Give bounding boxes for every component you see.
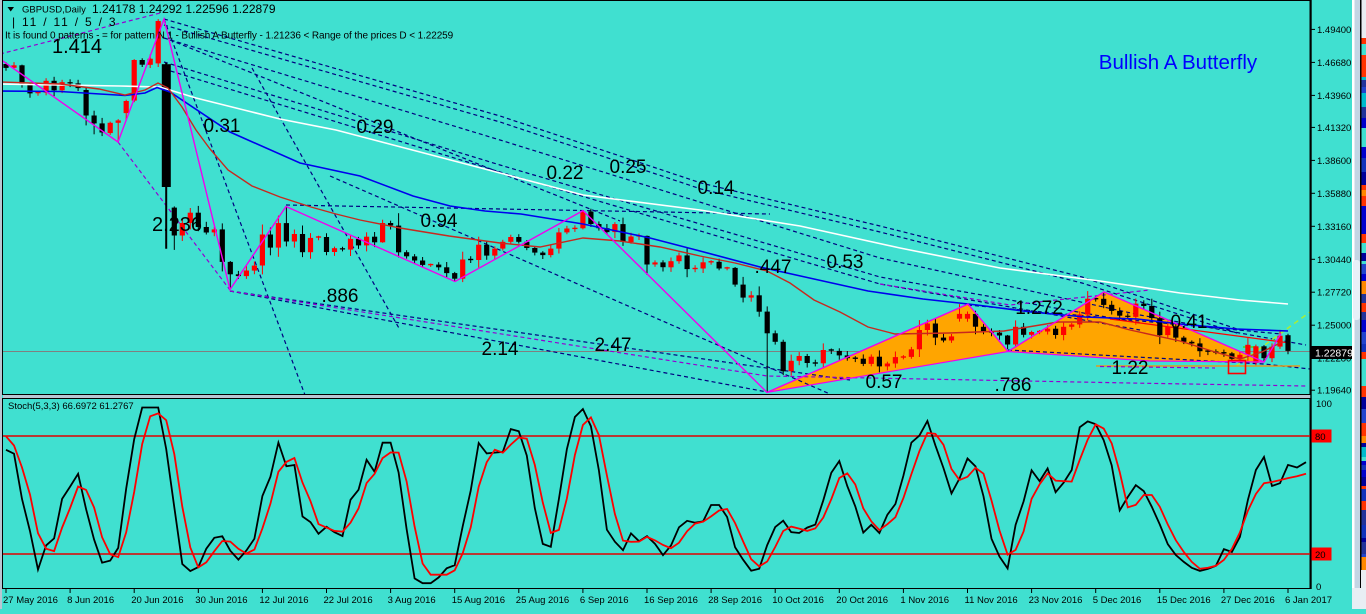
svg-text:1.27720: 1.27720	[1317, 288, 1351, 299]
svg-text:1.33160: 1.33160	[1317, 222, 1351, 233]
svg-text:15 Dec 2016: 15 Dec 2016	[1157, 595, 1211, 606]
svg-text:.447: .447	[755, 257, 792, 278]
svg-text:0.31: 0.31	[204, 116, 241, 137]
svg-text:0.41: 0.41	[1171, 312, 1208, 333]
svg-text:1.46680: 1.46680	[1317, 58, 1351, 69]
svg-text:0.94: 0.94	[421, 211, 458, 232]
svg-text:2.236: 2.236	[152, 214, 202, 236]
svg-text:6 Sep 2016: 6 Sep 2016	[580, 595, 629, 606]
svg-text:1.38600: 1.38600	[1317, 156, 1351, 167]
svg-text:0.14: 0.14	[698, 178, 735, 199]
svg-text:1.49400: 1.49400	[1317, 25, 1351, 36]
svg-text:22 Jul 2016: 22 Jul 2016	[324, 595, 373, 606]
svg-text:1.35880: 1.35880	[1317, 189, 1351, 200]
svg-text:20 Jun 2016: 20 Jun 2016	[131, 595, 183, 606]
svg-text:11 Nov 2016: 11 Nov 2016	[965, 595, 1018, 606]
svg-text:1.22: 1.22	[1112, 358, 1149, 379]
svg-text:27 Dec 2016: 27 Dec 2016	[1221, 595, 1275, 606]
svg-text:1.30440: 1.30440	[1317, 255, 1351, 266]
svg-text:80: 80	[1315, 432, 1326, 443]
svg-text:15 Aug 2016: 15 Aug 2016	[452, 595, 505, 606]
svg-text:0.25: 0.25	[610, 157, 647, 178]
svg-text:GBPUSD,Daily: GBPUSD,Daily	[22, 5, 86, 16]
svg-text:6 Jan 2017: 6 Jan 2017	[1285, 595, 1332, 606]
svg-text:1 Nov 2016: 1 Nov 2016	[900, 595, 949, 606]
svg-text:It is found 0 patterns - = for: It is found 0 patterns - = for pattern N…	[5, 31, 454, 42]
svg-text:0: 0	[1316, 582, 1321, 593]
svg-text:16 Sep 2016: 16 Sep 2016	[644, 595, 698, 606]
svg-text:1.25000: 1.25000	[1317, 321, 1351, 332]
svg-text:28 Sep 2016: 28 Sep 2016	[708, 595, 762, 606]
svg-text:Bullish A Butterfly: Bullish A Butterfly	[1099, 51, 1258, 74]
svg-text:| 11 / 11 / 5 / 3: | 11 / 11 / 5 / 3	[12, 15, 117, 29]
svg-text:0.22: 0.22	[547, 163, 584, 184]
svg-text:2.14: 2.14	[482, 339, 519, 360]
svg-text:3 Aug 2016: 3 Aug 2016	[388, 595, 436, 606]
svg-text:12 Jul 2016: 12 Jul 2016	[259, 595, 308, 606]
svg-text:1.272: 1.272	[1015, 298, 1063, 319]
svg-text:30 Jun 2016: 30 Jun 2016	[195, 595, 247, 606]
svg-text:27 May 2016: 27 May 2016	[3, 595, 58, 606]
svg-text:23 Nov 2016: 23 Nov 2016	[1029, 595, 1083, 606]
svg-text:2.47: 2.47	[595, 335, 632, 356]
svg-text:100: 100	[1316, 399, 1332, 410]
svg-text:0.29: 0.29	[357, 117, 394, 138]
svg-text:1.24178 1.24292 1.22596 1.2287: 1.24178 1.24292 1.22596 1.22879	[92, 2, 276, 16]
svg-text:5 Dec 2016: 5 Dec 2016	[1093, 595, 1142, 606]
svg-text:1.19640: 1.19640	[1317, 386, 1351, 397]
svg-text:0.57: 0.57	[866, 372, 903, 393]
svg-text:.886: .886	[322, 286, 359, 307]
svg-text:20 Oct 2016: 20 Oct 2016	[836, 595, 888, 606]
svg-text:Stoch(5,3,3) 66.6972 61.2767: Stoch(5,3,3) 66.6972 61.2767	[8, 401, 134, 412]
svg-text:25 Aug 2016: 25 Aug 2016	[516, 595, 569, 606]
svg-text:20: 20	[1315, 550, 1326, 561]
svg-text:1.43960: 1.43960	[1317, 91, 1351, 102]
svg-text:.786: .786	[995, 375, 1032, 396]
svg-text:10 Oct 2016: 10 Oct 2016	[772, 595, 824, 606]
svg-text:1.41320: 1.41320	[1317, 123, 1351, 134]
svg-text:0.53: 0.53	[827, 252, 864, 273]
svg-text:8 Jun 2016: 8 Jun 2016	[67, 595, 114, 606]
svg-text:1.22879: 1.22879	[1315, 348, 1353, 360]
